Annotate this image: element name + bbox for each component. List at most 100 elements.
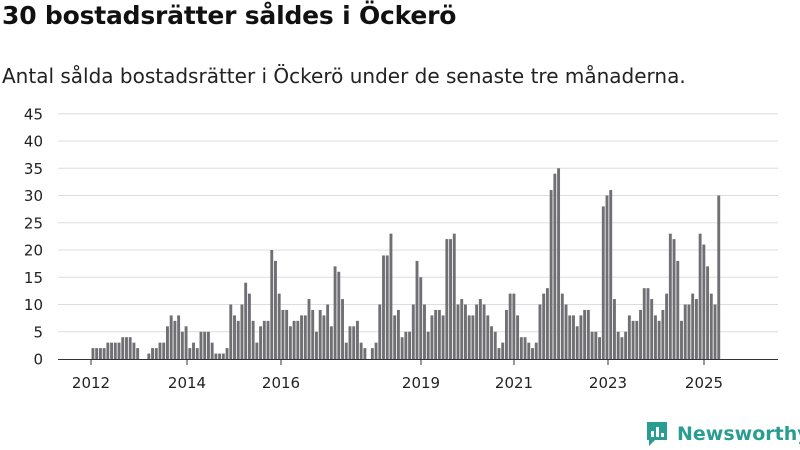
bar: [396, 309, 400, 359]
bar: [549, 190, 553, 359]
bar: [192, 342, 195, 359]
bar: [147, 353, 151, 359]
bar: [687, 304, 691, 359]
bar: [158, 342, 162, 359]
x-tick-label: 2023: [589, 374, 627, 392]
bar: [586, 309, 590, 359]
bar: [117, 342, 121, 359]
bar: [166, 326, 169, 359]
bar: [713, 304, 717, 359]
bar: [270, 250, 274, 359]
highlight-value-label: 30: [721, 0, 739, 4]
bar: [180, 331, 184, 359]
bar: [277, 293, 281, 359]
bar: [683, 304, 687, 359]
bar: [355, 320, 359, 359]
bar: [694, 299, 698, 359]
bar: [423, 304, 426, 359]
bar: [519, 337, 523, 359]
bar: [311, 309, 315, 359]
bar: [404, 331, 408, 359]
newsworthy-logo-icon: [647, 422, 667, 446]
bar: [609, 190, 613, 359]
bar: [639, 309, 642, 359]
bar: [288, 326, 292, 359]
bar: [121, 337, 125, 359]
bar: [680, 320, 683, 359]
bar: [583, 309, 587, 359]
bar: [456, 304, 460, 359]
bar: [627, 315, 631, 359]
x-tick-label: 2012: [72, 374, 110, 392]
bar: [218, 353, 222, 359]
bar: [411, 304, 415, 359]
bar: [225, 348, 229, 359]
bar: [113, 342, 117, 359]
bar: [504, 309, 508, 359]
x-tick-label: 2016: [262, 374, 300, 392]
bar: [359, 342, 363, 359]
bar: [188, 348, 192, 359]
bar: [102, 348, 106, 359]
bar: [668, 233, 672, 359]
bar: [378, 304, 382, 359]
bar: [437, 309, 441, 359]
bar: [575, 326, 579, 359]
bar: [523, 337, 527, 359]
bar: [471, 315, 475, 359]
bar: [661, 309, 665, 359]
bar: [542, 293, 546, 359]
bar: [631, 320, 635, 359]
bar: [452, 233, 456, 359]
bar: [605, 195, 609, 359]
bar: [262, 320, 266, 359]
bar: [173, 320, 177, 359]
bar: [560, 293, 564, 359]
bar: [229, 304, 233, 359]
data-labels: 30: [721, 0, 739, 4]
y-tick-label: 30: [24, 187, 43, 205]
bar: [259, 326, 263, 359]
bar: [221, 353, 225, 359]
bar: [650, 299, 654, 359]
bar: [572, 315, 575, 359]
bar: [363, 348, 367, 359]
bar: [374, 342, 378, 359]
bar: [702, 244, 706, 359]
y-tick-label: 0: [33, 351, 43, 369]
bar: [326, 304, 330, 359]
bar: [251, 320, 255, 359]
bar: [568, 315, 572, 359]
bar: [676, 260, 680, 359]
bar: [430, 315, 434, 359]
bar: [512, 293, 516, 359]
bar: [698, 233, 702, 359]
bar: [531, 348, 534, 359]
bar: [497, 348, 501, 359]
bar: [635, 320, 639, 359]
bar: [508, 293, 512, 359]
bar: [110, 342, 114, 359]
x-axis-tick-labels: 2012 2014 2016 2019 2021 2023 2025: [72, 374, 723, 392]
bar: [285, 309, 289, 359]
bar: [557, 168, 561, 359]
bar: [516, 315, 520, 359]
bar: [315, 331, 318, 359]
bar: [490, 326, 493, 359]
bar: [706, 266, 710, 359]
bar: [125, 337, 128, 359]
bar: [389, 233, 393, 359]
bar: [162, 342, 166, 359]
bar: [382, 255, 385, 359]
bar: [322, 315, 326, 359]
bar: [601, 206, 605, 359]
newsworthy-logo-text: Newsworthy: [677, 423, 800, 445]
bar: [393, 315, 397, 359]
bar: [545, 288, 549, 359]
x-tick-label: 2025: [685, 374, 723, 392]
bar: [266, 320, 270, 359]
bar: [233, 315, 236, 359]
bar: [482, 304, 486, 359]
bar: [642, 288, 646, 359]
